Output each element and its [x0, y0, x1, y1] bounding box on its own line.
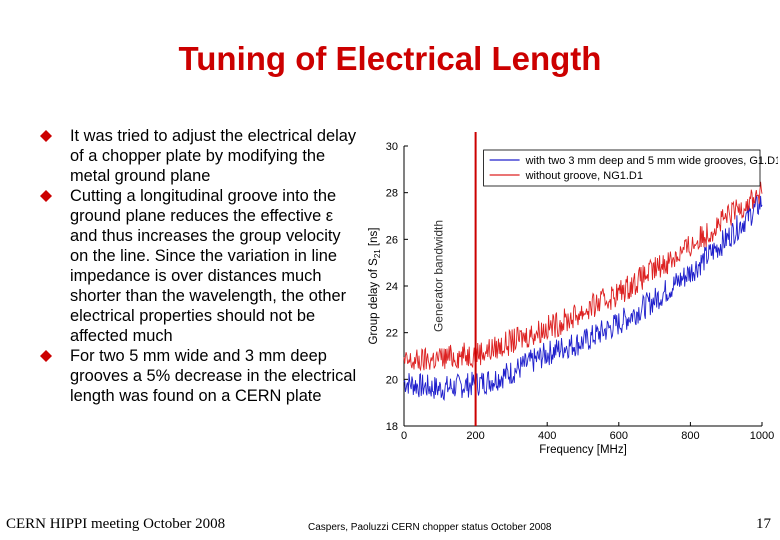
legend-box: [483, 149, 761, 187]
x-tick-label: 800: [681, 430, 699, 442]
x-tick-label: 600: [610, 430, 628, 442]
y-tick-label: 20: [386, 374, 398, 386]
bullet-item: It was tried to adjust the electrical de…: [40, 126, 358, 186]
x-axis-label: Frequency [MHz]: [539, 444, 627, 456]
series-line: [403, 181, 763, 372]
page-number: 17: [756, 516, 771, 532]
bullet-text: It was tried to adjust the electrical de…: [70, 127, 357, 185]
bandwidth-annotation: Generator bandwidth: [432, 220, 446, 332]
y-tick-label: 18: [386, 421, 398, 433]
group-delay-chart: 0 200 400 600 800 1000 18 20 22 24 26 28 30 Frequency…: [368, 132, 778, 456]
y-tick-label: 24: [386, 281, 398, 293]
series-line: [403, 194, 763, 401]
diamond-icon: [40, 130, 52, 142]
x-tick-label: 400: [538, 430, 556, 442]
x-tick-label: 0: [401, 430, 407, 442]
y-tick-label: 28: [386, 188, 398, 200]
y-axis-label: Group delay of S21 [ns]: [368, 228, 382, 345]
legend-label: without groove, NG1.D1: [525, 170, 643, 182]
bullet-item: Cutting a longitudinal groove into the g…: [40, 186, 358, 346]
x-tick-label: 1000: [750, 430, 774, 442]
bullet-item: For two 5 mm wide and 3 mm deep grooves …: [40, 346, 358, 406]
footer-meeting: CERN HIPPI meeting October 2008: [6, 516, 226, 532]
bullet-text: Cutting a longitudinal groove into the g…: [70, 187, 347, 345]
bullet-list: It was tried to adjust the electrical de…: [40, 126, 358, 406]
y-tick-label: 22: [386, 328, 398, 340]
diamond-icon: [40, 350, 52, 362]
footer-authors: Caspers, Paoluzzi CERN chopper status Oc…: [308, 522, 552, 533]
x-tick-label: 200: [466, 430, 484, 442]
y-tick-label: 30: [386, 141, 398, 153]
diamond-icon: [40, 190, 52, 202]
y-tick-label: 26: [386, 234, 398, 246]
bullet-text: For two 5 mm wide and 3 mm deep grooves …: [70, 347, 357, 405]
slide-title: Tuning of Electrical Length: [178, 40, 602, 77]
legend-label: with two 3 mm deep and 5 mm wide grooves…: [525, 155, 778, 167]
